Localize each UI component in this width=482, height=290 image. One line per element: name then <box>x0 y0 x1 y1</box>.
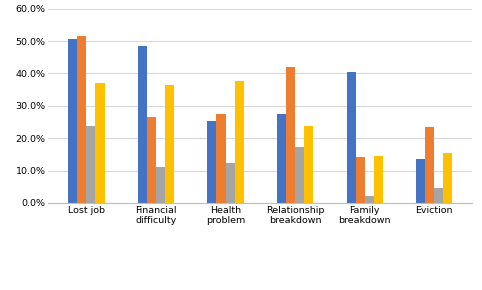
Bar <box>295 147 304 203</box>
Bar <box>86 126 95 203</box>
Bar <box>165 85 174 203</box>
Bar <box>138 46 147 203</box>
Bar <box>286 67 295 203</box>
Bar <box>304 126 313 203</box>
Bar <box>434 188 443 203</box>
Bar <box>356 157 364 203</box>
Bar <box>277 114 286 203</box>
Bar <box>374 156 383 203</box>
Bar <box>425 127 434 203</box>
Bar <box>216 114 226 203</box>
Bar <box>207 121 216 203</box>
Bar <box>235 81 243 203</box>
Bar <box>147 117 156 203</box>
Bar <box>364 196 374 203</box>
Bar <box>443 153 452 203</box>
Bar <box>416 159 425 203</box>
Bar <box>78 36 86 203</box>
Bar <box>95 83 105 203</box>
Bar <box>226 164 235 203</box>
Bar <box>68 39 78 203</box>
Bar <box>156 167 165 203</box>
Bar <box>347 72 356 203</box>
